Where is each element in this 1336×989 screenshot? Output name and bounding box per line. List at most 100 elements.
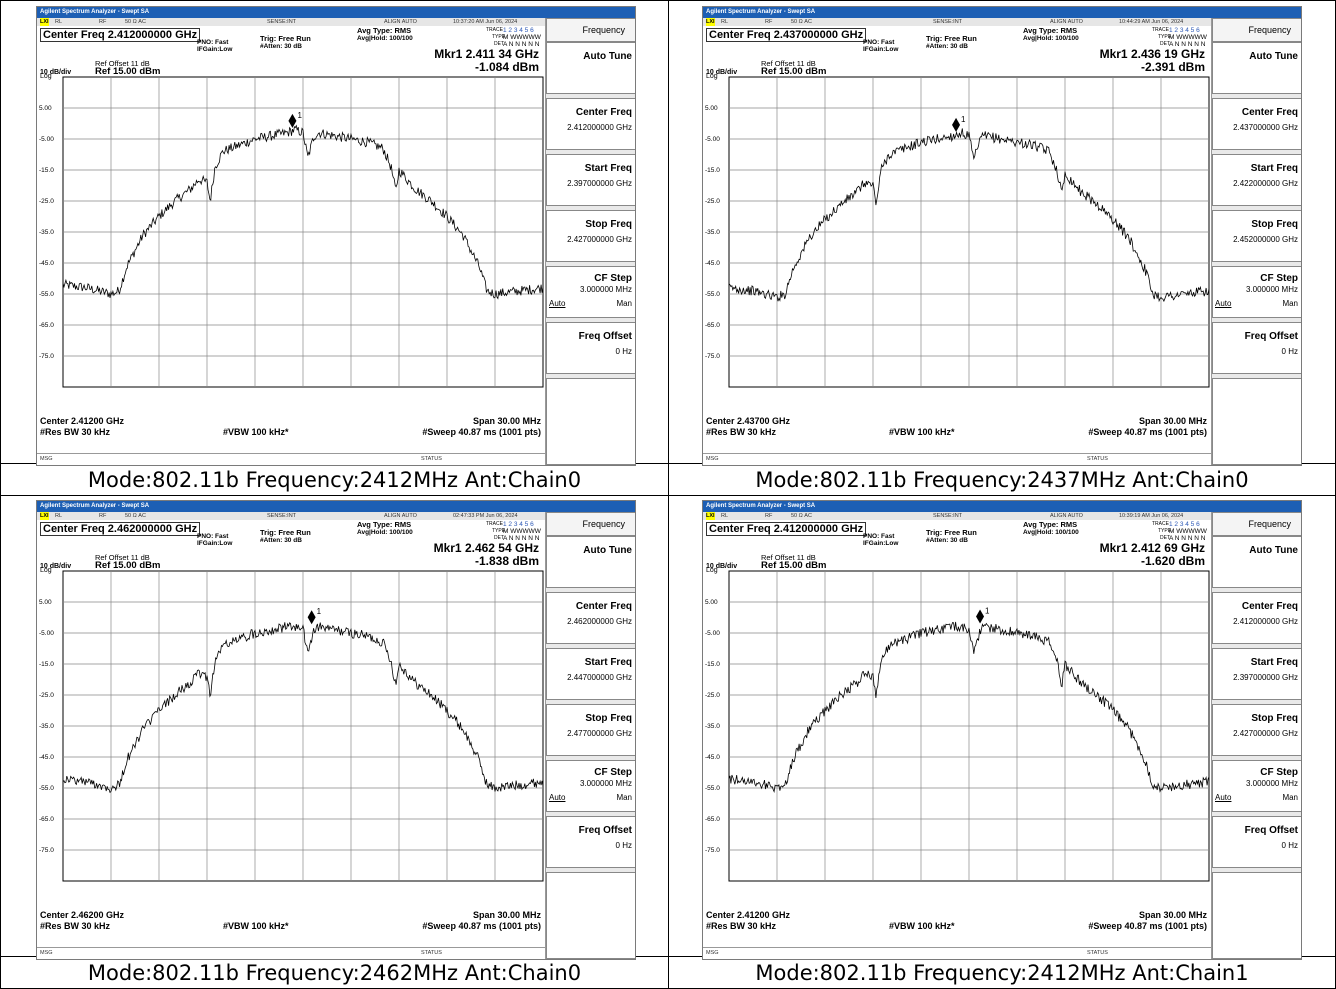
message-bar: MSG STATUS xyxy=(37,947,545,959)
freq-offset-button[interactable]: Freq Offset 0 Hz xyxy=(1212,816,1301,868)
span-label: Span 30.00 MHz xyxy=(472,910,541,920)
center-freq-value: 2.462000000 GHz xyxy=(567,617,632,626)
stop-freq-button[interactable]: Stop Freq 2.427000000 GHz xyxy=(1212,704,1301,756)
avg-type-label: Avg Type: RMS xyxy=(1023,520,1078,529)
sense-label: SENSE:INT xyxy=(267,19,297,25)
cf-step-button[interactable]: CF Step 3.000000 MHz Auto Man xyxy=(1212,760,1301,812)
cf-step-man[interactable]: Man xyxy=(1282,299,1298,308)
spectrum-trace xyxy=(728,621,1210,793)
marker-diamond xyxy=(976,609,985,624)
cf-step-man[interactable]: Man xyxy=(616,299,632,308)
scale-label: 10 dB/div xyxy=(40,69,72,76)
cf-step-label: CF Step xyxy=(1260,273,1298,284)
impedance-label: 50 Ω AC xyxy=(125,19,146,25)
center-freq-button[interactable]: Center Freq 2.462000000 GHz xyxy=(546,592,635,644)
plot-area: Log 5.00 -5.00 -15.0 -25.0 -35.0 -45.0 -55.0 -6… xyxy=(37,73,545,444)
center-freq-readout[interactable]: Center Freq 2.412000000 GHz xyxy=(40,28,201,42)
cf-step-label: CF Step xyxy=(1260,767,1298,778)
center-freq-value: 2.412000000 GHz xyxy=(1233,617,1298,626)
ref-offset-label: Ref Offset 11 dB xyxy=(95,553,150,562)
impedance-label: 50 Ω AC xyxy=(791,19,812,25)
det-value: A N N N N N xyxy=(1169,41,1206,48)
start-freq-button[interactable]: Start Freq 2.422000000 GHz xyxy=(1212,154,1301,206)
center-freq-label: Center Freq xyxy=(575,601,632,612)
cf-step-button[interactable]: CF Step 3.000000 MHz Auto Man xyxy=(546,760,635,812)
trace-label: TRACE xyxy=(1152,27,1169,33)
freq-offset-button[interactable]: Freq Offset 0 Hz xyxy=(546,816,635,868)
cf-step-man[interactable]: Man xyxy=(616,793,632,802)
marker-frequency: Mkr1 2.436 19 GHz xyxy=(1099,47,1205,61)
freq-offset-label: Freq Offset xyxy=(1244,331,1298,342)
center-freq-readout[interactable]: Center Freq 2.412000000 GHz xyxy=(706,522,867,536)
auto-tune-label: Auto Tune xyxy=(583,51,632,62)
atten-label: #Atten: 30 dB xyxy=(260,43,302,50)
cf-step-auto[interactable]: Auto xyxy=(1215,299,1232,308)
auto-tune-button[interactable]: Auto Tune xyxy=(546,42,635,94)
center-freq-button[interactable]: Center Freq 2.412000000 GHz xyxy=(1212,592,1301,644)
start-freq-button[interactable]: Start Freq 2.397000000 GHz xyxy=(1212,648,1301,700)
y-tick-label: -75.0 xyxy=(705,847,720,854)
center-freq-label: Center Freq xyxy=(1241,107,1298,118)
window-title: Agilent Spectrum Analyzer - Swept SA xyxy=(703,501,1301,512)
spectrum-plot: 5.00 -5.00 -15.0 -25.0 -35.0 -45.0 -55.0 -65.0 -… xyxy=(705,76,1210,388)
trig-label: Trig: Free Run xyxy=(926,528,977,537)
stop-freq-value: 2.452000000 GHz xyxy=(1233,235,1298,244)
freq-offset-button[interactable]: Freq Offset 0 Hz xyxy=(546,322,635,374)
freq-offset-button[interactable]: Freq Offset 0 Hz xyxy=(1212,322,1301,374)
timestamp: 02:47:33 PM Jun 06, 2024 xyxy=(453,513,518,519)
rl-label: RL xyxy=(55,19,63,25)
auto-tune-button[interactable]: Auto Tune xyxy=(546,536,635,588)
center-freq-readout[interactable]: Center Freq 2.437000000 GHz xyxy=(706,28,867,42)
det-value: A N N N N N xyxy=(503,41,540,48)
cf-step-man[interactable]: Man xyxy=(1282,793,1298,802)
align-label: ALIGN AUTO xyxy=(384,19,417,25)
cf-step-value: 3.000000 MHz xyxy=(579,285,632,294)
y-tick-label: -45.0 xyxy=(39,260,54,267)
impedance-label: 50 Ω AC xyxy=(791,513,812,519)
stop-freq-button[interactable]: Stop Freq 2.477000000 GHz xyxy=(546,704,635,756)
cf-step-button[interactable]: CF Step 3.000000 MHz Auto Man xyxy=(546,266,635,318)
y-tick-label: -5.00 xyxy=(39,136,54,143)
trace-label: TRACE xyxy=(1152,521,1169,527)
cf-step-button[interactable]: CF Step 3.000000 MHz Auto Man xyxy=(1212,266,1301,318)
y-tick-label: -15.0 xyxy=(705,167,720,174)
ref-level-label: Ref 15.00 dBm xyxy=(761,560,827,571)
pno-label: PNO: Fast xyxy=(197,533,229,540)
center-freq-label: Center Freq xyxy=(1241,601,1298,612)
sense-label: SENSE:INT xyxy=(933,513,963,519)
cf-step-auto[interactable]: Auto xyxy=(549,793,566,802)
rf-label: RF xyxy=(765,19,773,25)
center-frequency-label: Center 2.43700 GHz xyxy=(706,416,791,426)
center-freq-label: Center Freq xyxy=(575,107,632,118)
stop-freq-button[interactable]: Stop Freq 2.427000000 GHz xyxy=(546,210,635,262)
y-tick-label: -65.0 xyxy=(705,322,720,329)
msg-label: MSG xyxy=(40,456,53,462)
cf-step-auto[interactable]: Auto xyxy=(549,299,566,308)
center-frequency-label: Center 2.41200 GHz xyxy=(706,910,791,920)
start-freq-button[interactable]: Start Freq 2.397000000 GHz xyxy=(546,154,635,206)
type-label: TYPE xyxy=(492,34,506,40)
start-freq-button[interactable]: Start Freq 2.447000000 GHz xyxy=(546,648,635,700)
span-label: Span 30.00 MHz xyxy=(472,416,541,426)
span-label: Span 30.00 MHz xyxy=(1138,910,1207,920)
stop-freq-button[interactable]: Stop Freq 2.452000000 GHz xyxy=(1212,210,1301,262)
span-label: Span 30.00 MHz xyxy=(1138,416,1207,426)
align-label: ALIGN AUTO xyxy=(1050,513,1083,519)
cf-step-value: 3.000000 MHz xyxy=(579,779,632,788)
stop-freq-label: Stop Freq xyxy=(585,713,632,724)
center-freq-button[interactable]: Center Freq 2.412000000 GHz xyxy=(546,98,635,150)
start-freq-value: 2.397000000 GHz xyxy=(1233,673,1298,682)
auto-tune-button[interactable]: Auto Tune xyxy=(1212,42,1301,94)
auto-tune-button[interactable]: Auto Tune xyxy=(1212,536,1301,588)
header-area: Center Freq 2.412000000 GHz PNO: Fast IF… xyxy=(37,26,545,76)
menu-title: Frequency xyxy=(546,512,635,536)
cf-step-auto[interactable]: Auto xyxy=(1215,793,1232,802)
center-freq-button[interactable]: Center Freq 2.437000000 GHz xyxy=(1212,98,1301,150)
trace-numbers: 1 2 3 4 5 6 xyxy=(503,521,534,528)
center-freq-readout[interactable]: Center Freq 2.462000000 GHz xyxy=(40,522,201,536)
rbw-label: #Res BW 30 kHz xyxy=(40,921,111,931)
y-tick-label: -75.0 xyxy=(39,353,54,360)
y-tick-label: -5.00 xyxy=(705,630,720,637)
lxi-icon: LXI xyxy=(40,18,49,26)
rl-label: RL xyxy=(55,513,63,519)
